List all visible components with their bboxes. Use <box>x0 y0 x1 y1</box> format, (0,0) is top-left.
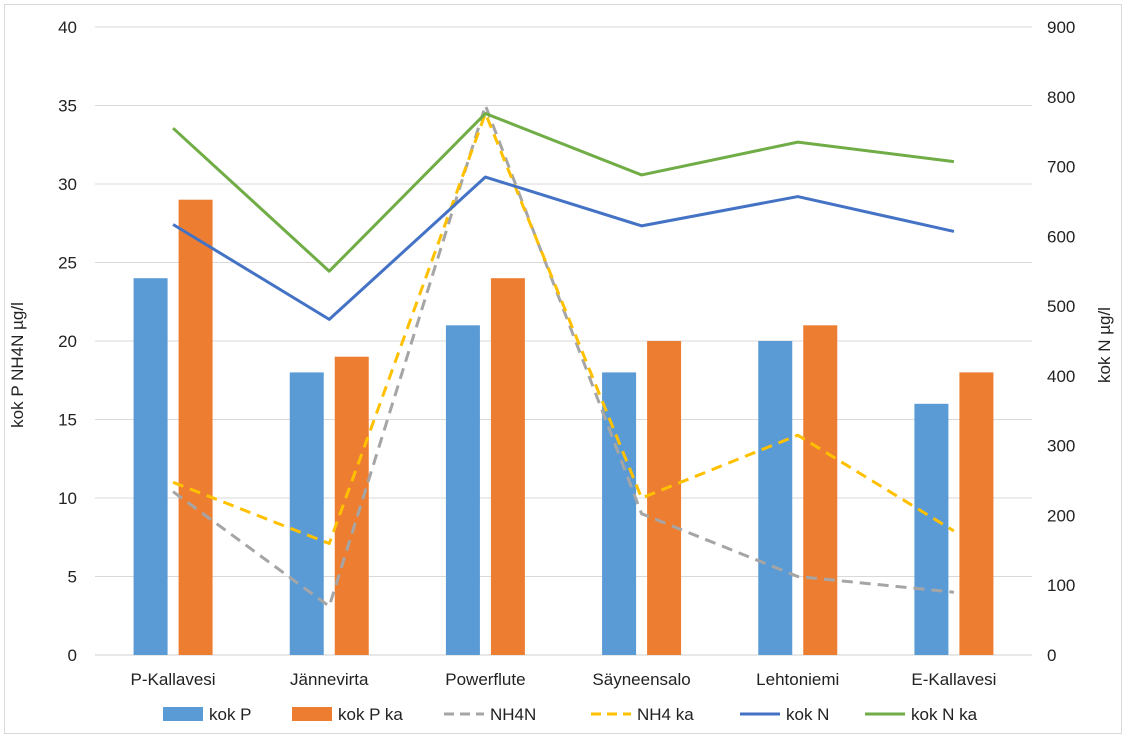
legend-label: NH4 ka <box>637 705 694 724</box>
category-label: E-Kallavesi <box>911 670 996 689</box>
bar-kok-p <box>289 372 324 655</box>
right-tick-label: 200 <box>1047 506 1075 525</box>
legend: kok P kok P ka NH4N NH4 ka kok N kok N ka <box>163 705 978 724</box>
right-tick-label: 600 <box>1047 227 1075 246</box>
legend-item-kok-n: kok N <box>740 705 829 724</box>
left-tick-label: 30 <box>58 175 77 194</box>
bar-kok-p-ka <box>178 199 213 655</box>
right-tick-label: 900 <box>1047 18 1075 37</box>
line-nh4-ka <box>172 111 955 546</box>
left-tick-label: 0 <box>68 646 77 665</box>
bar-kok-p-ka <box>803 325 838 655</box>
bar-kok-p <box>758 341 793 655</box>
right-tick-label: 300 <box>1047 437 1075 456</box>
left-axis-title: kok P NH4N µg/l <box>8 302 27 428</box>
bar-kok-p-ka <box>647 341 682 655</box>
bar-kok-p-ka <box>334 356 369 655</box>
legend-swatch <box>163 707 203 721</box>
right-axis-title: kok N µg/l <box>1095 307 1114 383</box>
bar-kok-p-ka <box>490 278 525 655</box>
left-tick-label: 20 <box>58 332 77 351</box>
line-series <box>172 104 955 608</box>
right-tick-label: 700 <box>1047 158 1075 177</box>
bar-kok-p <box>133 278 168 655</box>
category-label: Jännevirta <box>290 670 369 689</box>
bar-kok-p-ka <box>959 372 994 655</box>
legend-item-nh4-ka: NH4 ka <box>591 705 694 724</box>
category-label: Powerflute <box>445 670 525 689</box>
bar-kok-p <box>445 325 480 655</box>
category-label: Lehtoniemi <box>756 670 839 689</box>
category-label: P-Kallavesi <box>131 670 216 689</box>
left-tick-label: 15 <box>58 411 77 430</box>
right-axis-ticks: 0 100 200 300 400 500 600 700 800 900 <box>1047 18 1075 665</box>
legend-label: NH4N <box>490 705 536 724</box>
legend-item-nh4n: NH4N <box>444 705 536 724</box>
left-tick-label: 25 <box>58 254 77 273</box>
legend-item-kok-p: kok P <box>163 705 252 724</box>
right-tick-label: 800 <box>1047 88 1075 107</box>
left-axis-ticks: 0 5 10 15 20 25 30 35 40 <box>58 18 77 665</box>
right-tick-label: 400 <box>1047 367 1075 386</box>
bar-series <box>133 199 994 655</box>
legend-label: kok P ka <box>338 705 403 724</box>
left-tick-label: 35 <box>58 97 77 116</box>
right-tick-label: 100 <box>1047 576 1075 595</box>
gridlines <box>95 26 1032 656</box>
category-labels: P-Kallavesi Jännevirta Powerflute Säyneensa… <box>131 670 997 689</box>
legend-label: kok P <box>209 705 252 724</box>
legend-label: kok N <box>786 705 829 724</box>
legend-swatch <box>292 707 332 721</box>
legend-item-kok-p-ka: kok P ka <box>292 705 403 724</box>
legend-item-kok-n-ka: kok N ka <box>865 705 978 724</box>
bar-kok-p <box>602 372 637 655</box>
right-tick-label: 0 <box>1047 646 1056 665</box>
line-kok-n <box>172 175 955 321</box>
line-kok-n-ka <box>172 112 955 273</box>
bar-kok-p <box>914 403 949 655</box>
left-tick-label: 10 <box>58 489 77 508</box>
right-tick-label: 500 <box>1047 297 1075 316</box>
category-label: Säyneensalo <box>592 670 690 689</box>
legend-label: kok N ka <box>911 705 978 724</box>
left-tick-label: 5 <box>68 568 77 587</box>
left-tick-label: 40 <box>58 18 77 37</box>
